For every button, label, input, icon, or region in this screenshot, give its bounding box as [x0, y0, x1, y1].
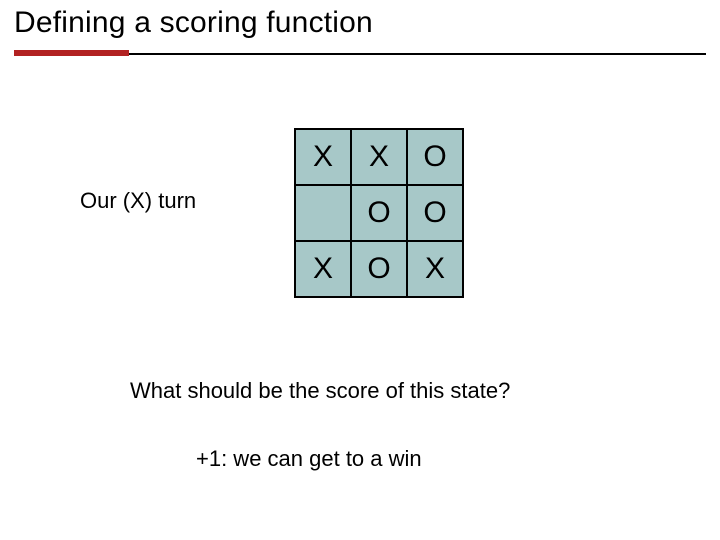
title-rule-accent [14, 50, 129, 56]
board-cell: X [295, 129, 351, 185]
title-rule [14, 50, 706, 58]
board-cell: O [407, 185, 463, 241]
board-cell: X [407, 241, 463, 297]
board-cell: X [295, 241, 351, 297]
turn-label: Our (X) turn [80, 188, 196, 214]
tictactoe-board: X X O O O X O X [294, 128, 464, 298]
table-row: X O X [295, 241, 463, 297]
answer-text: +1: we can get to a win [196, 446, 422, 472]
board-cell: X [351, 129, 407, 185]
slide: Defining a scoring function Our (X) turn… [0, 0, 720, 540]
table-row: O O [295, 185, 463, 241]
board-cell: O [407, 129, 463, 185]
board-cell: O [351, 185, 407, 241]
table-row: X X O [295, 129, 463, 185]
question-text: What should be the score of this state? [130, 378, 510, 404]
page-title: Defining a scoring function [14, 6, 373, 40]
board-cell [295, 185, 351, 241]
board-cell: O [351, 241, 407, 297]
